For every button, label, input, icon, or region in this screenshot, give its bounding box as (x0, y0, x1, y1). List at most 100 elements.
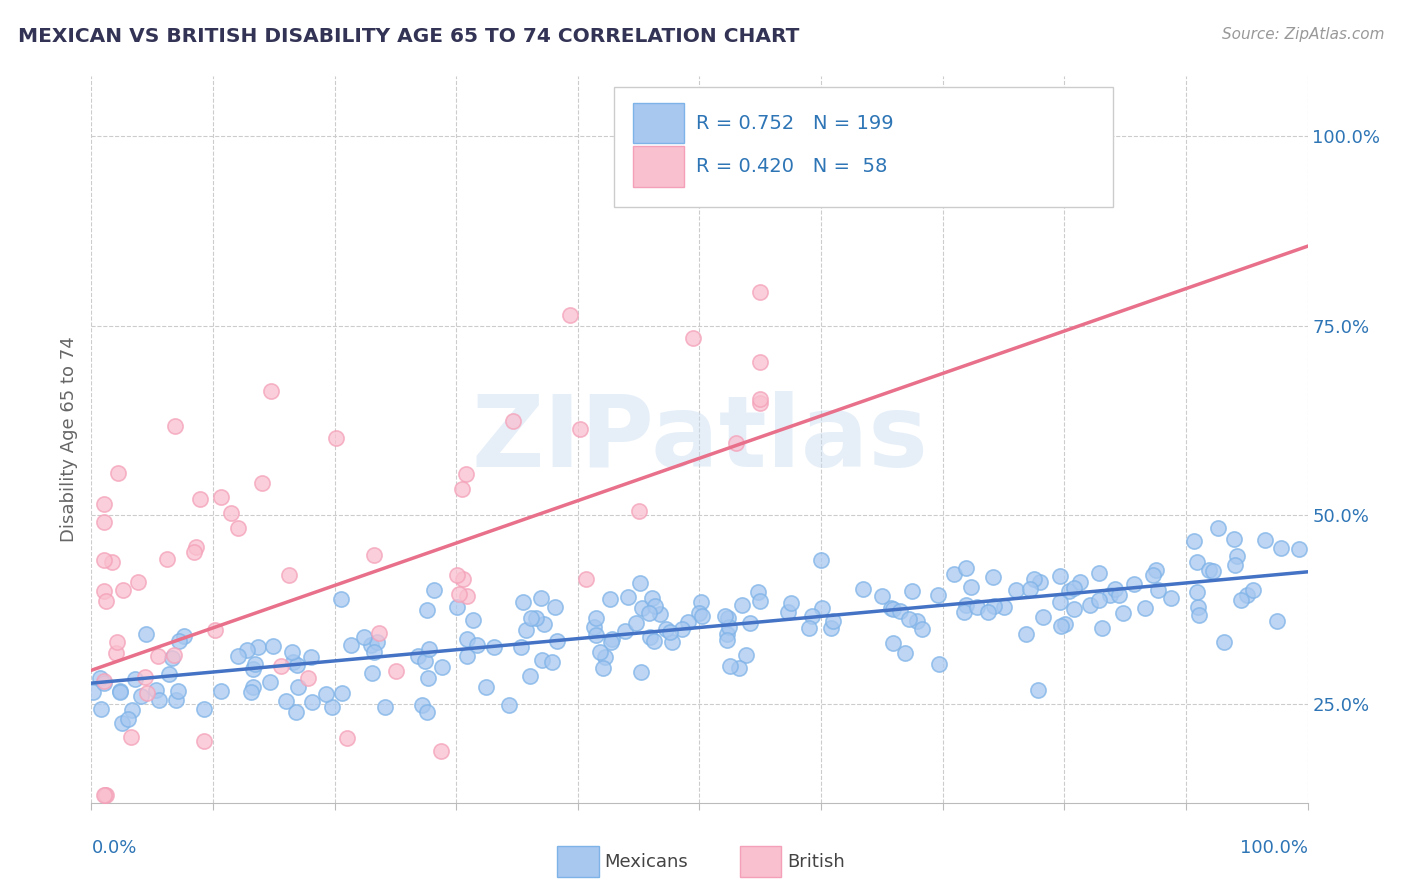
Point (728, 661, 751, 675)
Point (983, 599, 1005, 613)
Point (447, 587, 470, 601)
Point (456, 648, 478, 663)
Point (1146, 582, 1168, 597)
Point (747, 585, 769, 599)
Point (183, 544, 205, 558)
Point (226, 521, 249, 535)
Point (101, 555, 124, 569)
Point (456, 589, 478, 603)
Point (599, 591, 621, 606)
Point (977, 605, 1000, 619)
Point (301, 695, 323, 709)
Point (1144, 563, 1167, 577)
Point (1229, 592, 1251, 607)
Point (1254, 533, 1277, 548)
Point (242, 662, 264, 676)
Point (943, 566, 966, 581)
Point (520, 611, 543, 625)
Point (1029, 574, 1052, 589)
Point (714, 609, 737, 624)
Point (638, 630, 661, 644)
Point (955, 561, 977, 575)
Point (1005, 583, 1028, 598)
Point (911, 622, 934, 636)
Point (644, 599, 666, 613)
Point (502, 414, 524, 428)
Point (446, 568, 468, 582)
Point (1288, 542, 1310, 557)
Point (160, 651, 183, 665)
Point (454, 467, 477, 481)
Point (385, 664, 408, 678)
Point (659, 624, 682, 639)
Point (801, 609, 824, 624)
Point (193, 702, 215, 716)
Point (325, 431, 347, 445)
Point (655, 622, 678, 636)
Point (340, 638, 363, 652)
Point (1112, 606, 1135, 620)
Point (1202, 565, 1225, 579)
Point (93, 516, 115, 530)
Point (898, 612, 921, 626)
Point (749, 396, 772, 410)
Point (1022, 572, 1045, 586)
Point (145, 682, 167, 697)
Point (530, 652, 553, 666)
Point (640, 591, 662, 606)
Point (1212, 634, 1234, 648)
Point (894, 646, 917, 660)
Point (690, 608, 713, 623)
Point (285, 705, 308, 719)
Point (146, 648, 169, 663)
Point (613, 624, 636, 638)
FancyBboxPatch shape (633, 103, 683, 144)
Point (1069, 575, 1091, 590)
Point (89, 671, 111, 685)
Text: Mexicans: Mexicans (605, 853, 689, 871)
Point (716, 626, 738, 640)
Point (1185, 555, 1208, 569)
Point (626, 615, 648, 630)
Point (592, 661, 614, 675)
Point (465, 638, 488, 652)
Point (418, 642, 440, 657)
Point (589, 645, 612, 659)
Point (776, 605, 799, 619)
Point (163, 418, 186, 433)
Point (250, 476, 273, 491)
Point (1236, 588, 1258, 602)
Text: Source: ZipAtlas.com: Source: ZipAtlas.com (1222, 27, 1385, 42)
Point (226, 649, 249, 664)
Point (107, 466, 129, 480)
Point (689, 595, 711, 609)
Point (1053, 617, 1076, 632)
Text: British: British (787, 853, 845, 871)
Point (993, 599, 1015, 614)
Point (1063, 582, 1085, 596)
Point (259, 384, 281, 399)
Point (239, 685, 262, 699)
Point (735, 648, 758, 662)
Point (671, 623, 693, 637)
Point (512, 595, 534, 609)
Point (927, 588, 949, 602)
Point (1015, 626, 1038, 640)
Point (167, 683, 190, 698)
Point (1133, 600, 1156, 615)
Point (1225, 558, 1247, 572)
Point (515, 624, 537, 638)
Point (117, 712, 139, 726)
Point (718, 620, 741, 634)
Point (129, 689, 152, 703)
FancyBboxPatch shape (557, 847, 599, 877)
Point (585, 628, 607, 642)
Point (568, 422, 591, 436)
Point (368, 626, 391, 640)
Point (1078, 598, 1101, 612)
Point (173, 629, 195, 643)
Point (157, 667, 180, 681)
Text: ZIPatlas: ZIPatlas (471, 391, 928, 488)
Point (167, 634, 190, 648)
Point (1185, 585, 1208, 599)
